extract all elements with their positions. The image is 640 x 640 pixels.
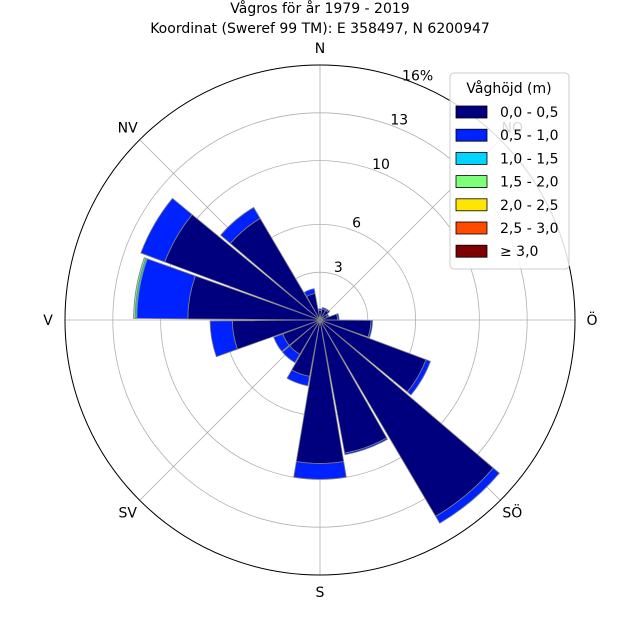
- legend-swatch-6: [455, 244, 488, 258]
- bar-segment-300-s1: [140, 197, 193, 263]
- direction-label-4: S: [316, 585, 325, 601]
- legend-swatch-4: [455, 198, 488, 212]
- bar-segment-100-s1: [367, 320, 373, 339]
- radial-tick-labels: 3 6 10 13 16%: [334, 68, 433, 275]
- radial-tick-label: 3: [334, 260, 343, 276]
- chart-title: Vågros för år 1979 - 2019: [230, 0, 409, 17]
- direction-label-2: Ö: [586, 311, 597, 329]
- bar-segment-240-s1: [273, 333, 290, 352]
- legend-label-5: 2,5 - 3,0: [500, 221, 558, 237]
- legend-box: [449, 72, 570, 270]
- direction-label-6: V: [43, 313, 53, 329]
- bar-segment-140-s1: [435, 467, 500, 524]
- legend-swatch-1: [455, 128, 488, 142]
- legend: Våghöjd (m) 0,0 - 0,5 0,5 - 1,0 1,0 - 1,5 1…: [449, 72, 570, 270]
- legend-label-4: 2,0 - 2,5: [500, 198, 558, 214]
- bar-segment-0-s1: [317, 308, 323, 312]
- bar-segment-220-s1: [281, 345, 301, 364]
- chart-subtitle: Koordinat (Sweref 99 TM): E 358497, N 62…: [150, 21, 490, 37]
- bar-segment-40-s1: [325, 308, 331, 314]
- bar-segment-340-s1: [303, 288, 316, 297]
- direction-label-0: N: [315, 41, 325, 57]
- legend-label-6: ≥ 3,0: [500, 244, 538, 260]
- direction-labels: NNOÖSÖSSVVNV: [43, 41, 597, 601]
- legend-swatch-3: [455, 175, 488, 189]
- legend-title: Våghöjd (m): [466, 80, 551, 97]
- legend-swatch-0: [455, 105, 488, 119]
- radial-tick-label: 6: [352, 216, 361, 232]
- radial-tick-label: 16%: [402, 68, 433, 84]
- bar-segment-180-s1: [293, 461, 347, 480]
- legend-label-0: 0,0 - 0,5: [500, 105, 558, 121]
- radial-tick-label: 13: [390, 113, 408, 129]
- bars: [133, 197, 500, 524]
- bar-segment-200-s1: [286, 369, 311, 387]
- bar-segment-160-s1: [344, 437, 389, 456]
- polar-frame: [64, 64, 576, 576]
- legend-label-3: 1,5 - 2,0: [500, 175, 558, 191]
- bar-segment-280-s3: [133, 257, 147, 319]
- direction-label-7: NV: [118, 121, 138, 137]
- legend-swatch-5: [455, 221, 488, 235]
- bar-segment-320-s1: [220, 206, 261, 244]
- direction-label-3: SÖ: [502, 503, 522, 521]
- bar-segment-260-s1: [209, 320, 238, 358]
- legend-label-1: 0,5 - 1,0: [500, 128, 558, 144]
- direction-label-5: SV: [118, 505, 137, 521]
- bar-segment-120-s1: [406, 359, 431, 396]
- radial-tick-label: 10: [372, 157, 390, 173]
- legend-label-2: 1,0 - 1,5: [500, 151, 558, 167]
- legend-swatch-2: [455, 151, 488, 165]
